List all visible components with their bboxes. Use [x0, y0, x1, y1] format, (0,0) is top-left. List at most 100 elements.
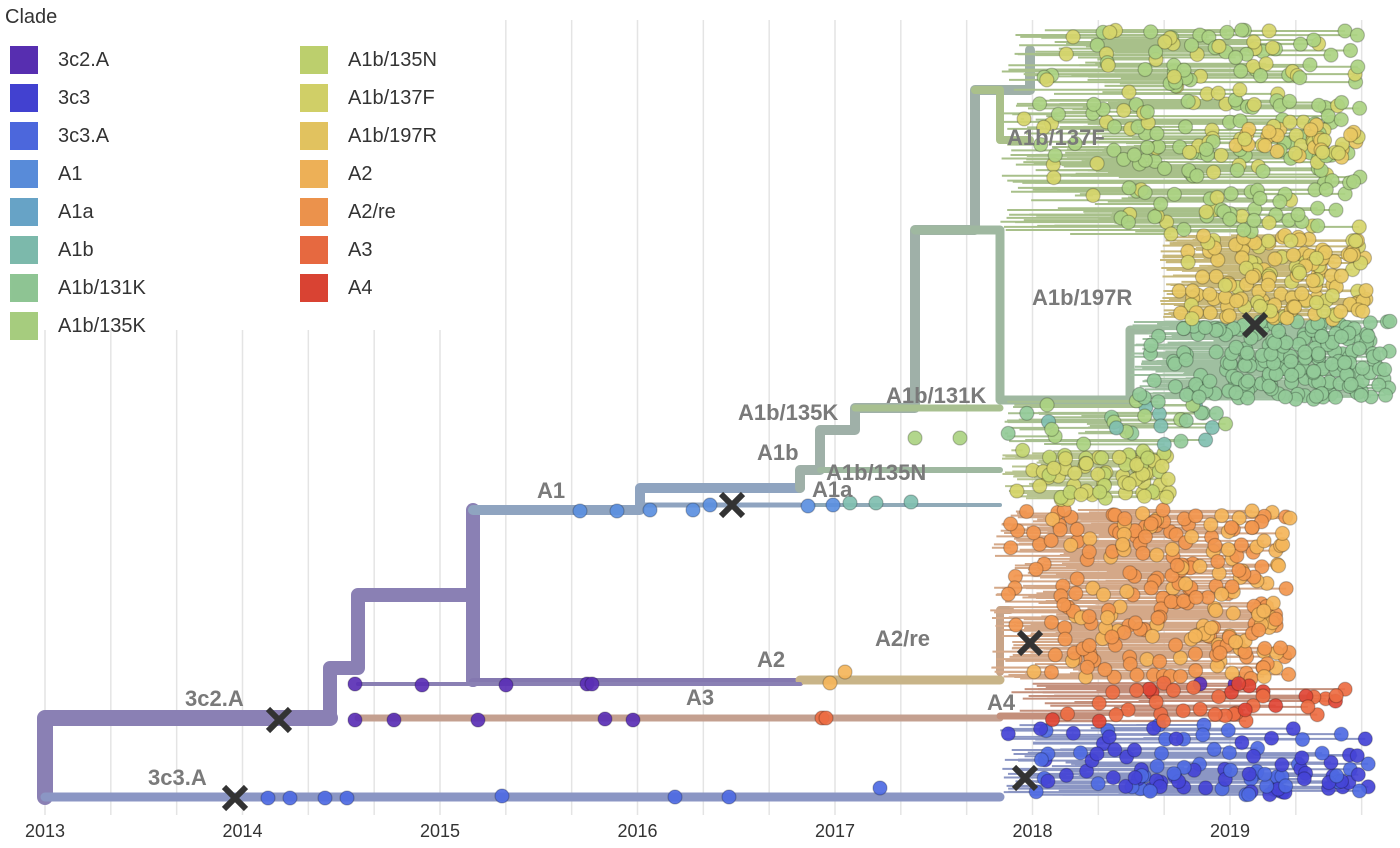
tip-node[interactable] — [1000, 586, 1016, 602]
tip-node[interactable] — [1303, 122, 1319, 138]
tip-node[interactable] — [1211, 689, 1227, 705]
tip-node[interactable] — [1185, 679, 1202, 696]
tip-node[interactable] — [1297, 344, 1313, 360]
tip-node[interactable] — [1104, 629, 1120, 645]
tip-node[interactable] — [1333, 111, 1349, 128]
tip-node[interactable] — [1155, 502, 1171, 518]
tip-node[interactable] — [1046, 170, 1062, 186]
tip-node[interactable] — [1272, 194, 1288, 210]
tip-node[interactable] — [1328, 202, 1344, 218]
tip-node[interactable] — [1026, 664, 1042, 680]
tip-node[interactable] — [1059, 706, 1076, 722]
tip-node[interactable] — [1032, 721, 1049, 737]
tip-node[interactable] — [1278, 580, 1294, 597]
tip-node[interactable] — [1197, 780, 1214, 796]
tip-node[interactable] — [1345, 174, 1362, 190]
tip-node[interactable] — [1212, 645, 1228, 661]
tip-node[interactable] — [1137, 184, 1153, 201]
tip-node[interactable] — [1003, 540, 1019, 556]
tip-node[interactable] — [1268, 697, 1284, 714]
tip-node[interactable] — [1184, 529, 1200, 545]
clade-marker-x-icon[interactable] — [718, 491, 746, 519]
tip-node[interactable] — [1246, 34, 1262, 50]
tip-node[interactable] — [1255, 688, 1271, 704]
tip-node[interactable] — [1210, 553, 1226, 570]
tip-node[interactable] — [1280, 666, 1297, 683]
tip-node[interactable] — [1033, 137, 1049, 153]
tip-node[interactable] — [1213, 147, 1229, 163]
tip-node[interactable] — [1290, 207, 1306, 223]
tip-node[interactable] — [1229, 162, 1245, 178]
legend-item[interactable]: A2 — [300, 159, 372, 189]
tip-node[interactable] — [1169, 557, 1186, 574]
tip-node[interactable] — [1153, 418, 1169, 434]
tip-node[interactable] — [1257, 766, 1273, 782]
tip-node[interactable] — [1283, 367, 1300, 383]
tip-node[interactable] — [1127, 615, 1144, 631]
tip-node[interactable] — [1094, 450, 1110, 466]
tip-node[interactable] — [1057, 451, 1074, 467]
tip-node[interactable] — [1217, 416, 1234, 432]
tip-node[interactable] — [1044, 511, 1061, 528]
tip-node[interactable] — [1223, 186, 1239, 202]
tip-node[interactable] — [1282, 510, 1298, 526]
tip-node[interactable] — [1175, 593, 1192, 609]
tip-node[interactable] — [1351, 100, 1368, 116]
tip-node[interactable] — [1106, 142, 1122, 158]
tip-node[interactable] — [1244, 503, 1260, 519]
tip-node[interactable] — [1294, 750, 1310, 766]
tip-node[interactable] — [1294, 286, 1310, 302]
tip-node[interactable] — [1102, 24, 1118, 41]
tip-node[interactable] — [1260, 233, 1277, 249]
legend-item[interactable]: 3c3.A — [10, 121, 109, 151]
tip-node[interactable] — [1354, 360, 1371, 376]
tip-node[interactable] — [414, 677, 430, 693]
tip-node[interactable] — [642, 502, 658, 518]
tip-node[interactable] — [1116, 102, 1132, 119]
tip-node[interactable] — [1343, 376, 1359, 392]
tip-node[interactable] — [825, 497, 841, 513]
tip-node[interactable] — [1255, 163, 1271, 179]
tip-node[interactable] — [1228, 385, 1244, 401]
tip-node[interactable] — [1166, 186, 1183, 202]
tip-node[interactable] — [1166, 69, 1182, 85]
tip-node[interactable] — [1120, 214, 1137, 230]
tip-node[interactable] — [1349, 748, 1365, 764]
tip-node[interactable] — [1056, 597, 1072, 613]
tip-node[interactable] — [1351, 219, 1367, 235]
tip-node[interactable] — [1050, 106, 1067, 122]
tip-node[interactable] — [1205, 164, 1222, 180]
tip-node[interactable] — [1127, 769, 1143, 786]
tip-node[interactable] — [1175, 321, 1192, 337]
tip-node[interactable] — [1207, 537, 1223, 554]
tip-node[interactable] — [837, 664, 853, 680]
legend-item[interactable]: 3c3 — [10, 83, 90, 113]
tip-node[interactable] — [625, 712, 641, 728]
tip-node[interactable] — [685, 502, 701, 518]
tip-node[interactable] — [1032, 478, 1048, 494]
tip-node[interactable] — [1136, 488, 1153, 504]
tip-node[interactable] — [1224, 578, 1240, 595]
tip-node[interactable] — [1327, 389, 1344, 405]
tip-node[interactable] — [1090, 775, 1106, 792]
tip-node[interactable] — [1143, 24, 1159, 40]
tip-node[interactable] — [1178, 387, 1195, 403]
tip-node[interactable] — [1180, 254, 1196, 270]
tip-node[interactable] — [1333, 268, 1350, 284]
tip-node[interactable] — [1355, 303, 1371, 319]
tip-node[interactable] — [1219, 24, 1235, 40]
tip-node[interactable] — [1222, 762, 1239, 778]
tip-node[interactable] — [1089, 37, 1105, 53]
tip-node[interactable] — [1052, 522, 1068, 538]
tip-node[interactable] — [1282, 114, 1298, 130]
tip-node[interactable] — [1202, 373, 1218, 389]
tip-node[interactable] — [1149, 547, 1165, 563]
tip-node[interactable] — [1300, 699, 1316, 715]
tip-node[interactable] — [1195, 727, 1211, 743]
tip-node[interactable] — [1342, 127, 1359, 143]
tip-node[interactable] — [1143, 337, 1159, 353]
tip-node[interactable] — [1134, 505, 1151, 522]
tip-node[interactable] — [1177, 576, 1194, 592]
tip-node[interactable] — [1068, 585, 1084, 602]
tip-node[interactable] — [1232, 82, 1248, 98]
